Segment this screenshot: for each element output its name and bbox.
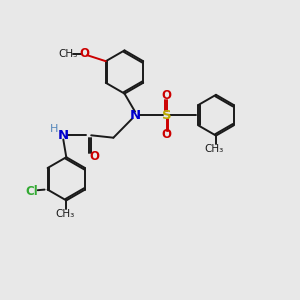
Text: CH₃: CH₃ (55, 209, 74, 219)
Text: H: H (50, 124, 58, 134)
Text: N: N (58, 129, 69, 142)
Text: O: O (89, 150, 99, 163)
Text: O: O (161, 128, 172, 141)
Text: S: S (162, 109, 171, 122)
Text: N: N (129, 109, 141, 122)
Text: O: O (79, 47, 89, 60)
Text: Cl: Cl (26, 184, 38, 198)
Text: O: O (161, 89, 172, 102)
Text: CH₃: CH₃ (205, 144, 224, 154)
Text: CH₃: CH₃ (58, 49, 77, 59)
